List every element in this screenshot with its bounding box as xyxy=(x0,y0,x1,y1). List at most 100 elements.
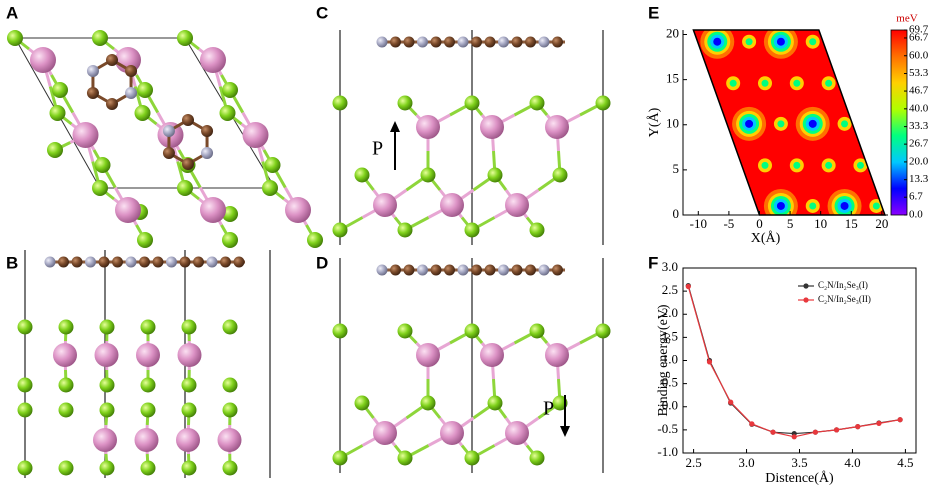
energy-spot xyxy=(808,119,817,128)
energy-spot xyxy=(567,76,581,90)
y-tick-label: 0 xyxy=(673,206,680,221)
atom xyxy=(17,460,33,476)
y-tick-label: -0.5 xyxy=(657,421,678,436)
energy-spot xyxy=(809,202,817,210)
atom xyxy=(181,377,197,393)
energy-spot xyxy=(726,158,741,173)
energy-spot xyxy=(609,275,635,301)
energy-spot xyxy=(840,37,849,46)
atom xyxy=(552,36,563,48)
energy-spot xyxy=(790,240,804,254)
colorbar-tick-label: 0.0 xyxy=(909,209,923,221)
atom xyxy=(444,36,455,48)
energy-spot xyxy=(602,0,609,5)
y-axis-label: Y(Å) xyxy=(646,107,662,137)
y-axis-label: Binding energy(eV) xyxy=(656,304,671,416)
energy-spot xyxy=(539,0,546,5)
energy-spot xyxy=(647,281,661,295)
atom xyxy=(152,256,164,268)
polarization-label: P xyxy=(372,138,383,160)
energy-spot xyxy=(793,244,800,251)
energy-spot xyxy=(567,0,581,8)
data-point xyxy=(855,424,861,430)
atom xyxy=(505,421,529,445)
atom xyxy=(376,264,388,276)
energy-spot xyxy=(736,275,762,301)
energy-spot xyxy=(571,0,578,5)
energy-spot xyxy=(774,281,788,295)
atom xyxy=(222,460,238,476)
energy-spot xyxy=(927,111,941,137)
energy-spot xyxy=(758,0,772,8)
atom xyxy=(134,428,159,452)
atom xyxy=(92,180,108,196)
data-point xyxy=(833,427,840,433)
energy-spot xyxy=(834,31,855,52)
energy-spot xyxy=(666,244,673,251)
atom xyxy=(285,197,311,223)
atom xyxy=(99,377,115,393)
y-tick-label: 1.5 xyxy=(662,328,678,343)
energy-spot xyxy=(647,199,661,213)
energy-spot xyxy=(930,114,941,134)
data-point xyxy=(770,429,776,435)
atom xyxy=(397,323,413,339)
energy-spot xyxy=(745,38,753,46)
atom xyxy=(92,30,108,46)
energy-spot xyxy=(609,111,635,137)
y-tick-label: 15 xyxy=(666,71,679,86)
energy-spot xyxy=(573,189,607,223)
energy-spot xyxy=(580,32,600,52)
energy-spot xyxy=(827,30,862,59)
energy-spot xyxy=(631,0,645,8)
atom xyxy=(98,256,110,268)
atom xyxy=(332,222,348,238)
colorbar-unit: meV xyxy=(896,13,917,25)
atom xyxy=(262,180,278,196)
atom xyxy=(201,125,214,137)
colorbar-tick-label: 46.7 xyxy=(909,85,929,97)
atom xyxy=(397,450,413,466)
data-point xyxy=(706,359,713,365)
colorbar-tick-label: 40.0 xyxy=(909,102,929,114)
x-tick-label: 3.0 xyxy=(738,455,754,470)
atom xyxy=(264,157,281,173)
x-tick-label: -10 xyxy=(690,216,707,231)
atom xyxy=(397,95,413,111)
atom xyxy=(471,36,482,48)
atom xyxy=(545,115,569,139)
atom xyxy=(162,147,175,159)
x-tick-label: 20 xyxy=(875,216,888,231)
energy-spot xyxy=(885,240,899,254)
energy-spot xyxy=(863,110,885,137)
energy-spot xyxy=(599,158,613,172)
legend-marker xyxy=(803,297,809,303)
energy-spot xyxy=(793,79,801,87)
energy-spot xyxy=(694,240,708,254)
x-tick-label: 4.0 xyxy=(844,455,860,470)
energy-spot xyxy=(822,240,836,254)
atom xyxy=(373,421,397,445)
atom xyxy=(444,264,455,276)
atom xyxy=(94,343,119,367)
atom xyxy=(193,256,204,268)
energy-spot xyxy=(853,240,867,254)
panel-label: D xyxy=(316,253,328,272)
energy-spot xyxy=(732,271,766,305)
energy-spot xyxy=(535,76,549,90)
atom xyxy=(430,36,442,48)
atom xyxy=(99,319,115,335)
energy-spot xyxy=(730,0,737,5)
energy-spot xyxy=(535,0,549,8)
atom xyxy=(480,115,504,139)
energy-spot xyxy=(825,161,833,169)
energy-spot xyxy=(503,0,517,8)
energy-spot xyxy=(872,284,880,292)
atom xyxy=(182,114,194,126)
atom xyxy=(125,87,138,99)
energy-spot xyxy=(650,38,658,46)
energy-spot xyxy=(694,158,709,173)
atom xyxy=(430,264,442,276)
energy-spot xyxy=(889,244,896,251)
